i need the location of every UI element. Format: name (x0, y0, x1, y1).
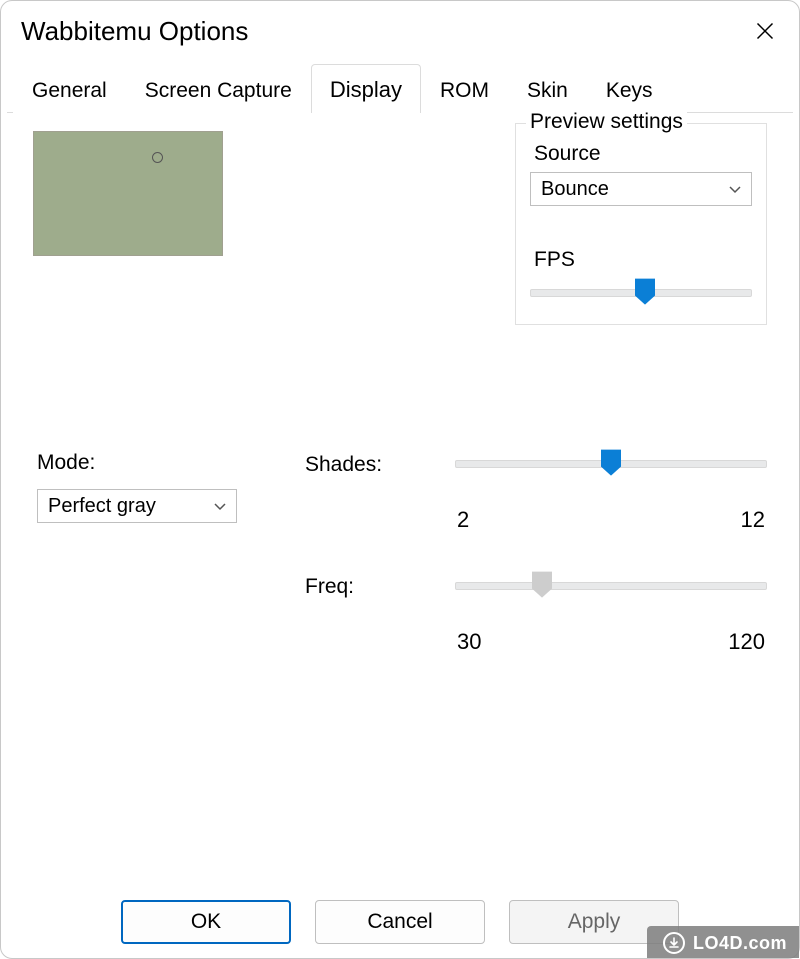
shades-slider[interactable] (455, 451, 767, 477)
ok-button[interactable]: OK (121, 900, 291, 944)
freq-label: Freq: (305, 575, 354, 598)
shades-max: 12 (741, 507, 765, 533)
fps-slider-thumb[interactable] (634, 278, 656, 306)
watermark-text: LO4D.com (693, 933, 787, 954)
fps-slider[interactable] (530, 280, 752, 306)
chevron-down-icon (212, 498, 228, 514)
display-panel: Preview settings Source Bounce FPS Mode (7, 113, 793, 889)
tab-screen-capture[interactable]: Screen Capture (126, 68, 311, 113)
source-label: Source (534, 142, 752, 166)
mode-combo-value: Perfect gray (48, 495, 156, 518)
tab-rom[interactable]: ROM (421, 68, 508, 113)
source-combo-value: Bounce (541, 178, 609, 201)
preview-settings-group: Preview settings Source Bounce FPS (515, 123, 767, 325)
preview-ball-icon (152, 152, 163, 163)
freq-slider-track (455, 582, 767, 590)
options-window: Wabbitemu Options General Screen Capture… (0, 0, 800, 959)
fps-label: FPS (534, 248, 752, 272)
download-icon (663, 932, 685, 954)
close-icon (755, 21, 775, 41)
freq-slider[interactable] (455, 573, 767, 599)
freq-max: 120 (728, 629, 765, 655)
tab-display[interactable]: Display (311, 64, 421, 113)
window-title: Wabbitemu Options (21, 16, 248, 47)
mode-combo[interactable]: Perfect gray (37, 489, 237, 523)
freq-min: 30 (457, 629, 481, 655)
freq-slider-thumb[interactable] (531, 571, 553, 599)
watermark: LO4D.com (647, 926, 799, 958)
tab-general[interactable]: General (13, 68, 126, 113)
cancel-button[interactable]: Cancel (315, 900, 485, 944)
tab-skin[interactable]: Skin (508, 68, 587, 113)
source-combo[interactable]: Bounce (530, 172, 752, 206)
close-button[interactable] (747, 13, 783, 49)
titlebar: Wabbitemu Options (7, 7, 793, 63)
shades-slider-thumb[interactable] (600, 449, 622, 477)
lcd-preview (33, 131, 223, 256)
mode-label: Mode: (37, 451, 265, 475)
tab-keys[interactable]: Keys (587, 68, 672, 113)
tabstrip: General Screen Capture Display ROM Skin … (7, 63, 793, 113)
shades-min: 2 (457, 507, 469, 533)
chevron-down-icon (727, 181, 743, 197)
preview-settings-legend: Preview settings (526, 110, 687, 134)
shades-label: Shades: (305, 453, 382, 476)
